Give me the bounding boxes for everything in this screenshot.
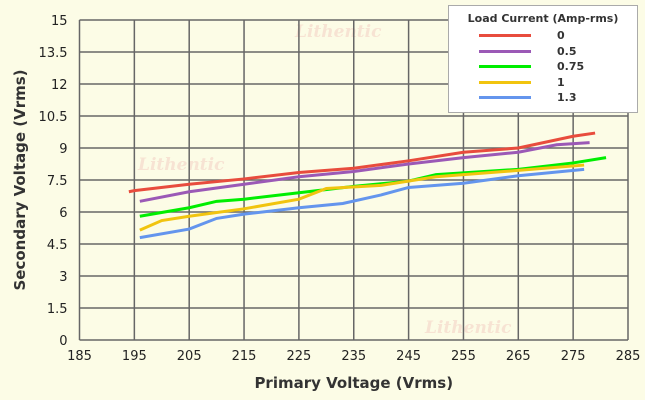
watermark: Lithentic <box>138 155 225 175</box>
legend-label: 1 <box>557 75 565 89</box>
x-tick-label: 255 <box>451 349 476 364</box>
x-tick-label: 265 <box>506 349 531 364</box>
legend-item: 0.5 <box>449 44 637 60</box>
legend-label: 1.3 <box>557 91 577 105</box>
y-tick-label: 4.5 <box>47 238 68 253</box>
legend-swatch <box>479 65 531 69</box>
x-axis-label: Primary Voltage (Vrms) <box>254 374 453 392</box>
y-tick-label: 9 <box>59 142 67 157</box>
x-tick-label: 205 <box>177 349 202 364</box>
series-line-1 <box>139 163 585 232</box>
series-line-0.5 <box>139 141 590 203</box>
legend-title: Load Current (Amp-rms) <box>467 12 619 25</box>
series-line-0 <box>128 131 596 194</box>
legend-swatch <box>479 34 531 38</box>
legend-label: 0 <box>557 29 565 43</box>
y-tick-label: 0 <box>59 334 67 349</box>
x-tick-label: 195 <box>122 349 147 364</box>
legend-swatch <box>479 80 531 84</box>
y-tick-label: 1.5 <box>47 302 68 317</box>
x-tick-label: 235 <box>341 349 366 364</box>
y-tick-label: 15 <box>51 14 68 29</box>
x-tick-label: 245 <box>396 349 421 364</box>
y-tick-label: 3 <box>59 270 67 285</box>
x-tick-label: 275 <box>561 349 586 364</box>
x-tick-label: 225 <box>286 349 311 364</box>
watermark: Lithentic <box>295 22 382 42</box>
y-tick-label: 13.5 <box>39 46 68 61</box>
legend-label: 0.75 <box>557 60 585 74</box>
y-tick-label: 12 <box>51 78 68 93</box>
watermark: Lithentic <box>425 318 512 338</box>
series-line-1.3 <box>139 167 585 240</box>
legend-swatch <box>479 96 531 100</box>
y-tick-label: 6 <box>59 206 67 221</box>
x-tick-label: 185 <box>67 349 92 364</box>
legend-swatch <box>479 49 531 53</box>
y-axis-label: Secondary Voltage (Vrms) <box>11 69 29 290</box>
legend-item: 0.75 <box>449 59 637 75</box>
x-tick-label: 215 <box>232 349 257 364</box>
legend-label: 0.5 <box>557 44 577 58</box>
legend-item: 1.3 <box>449 90 637 106</box>
legend-item: 1 <box>449 75 637 91</box>
x-tick-label: 285 <box>616 349 641 364</box>
y-tick-label: 10.5 <box>39 110 68 125</box>
legend-item: 0 <box>449 28 637 44</box>
legend: Load Current (Amp-rms) 0 0.5 0.75 1 1.3 <box>448 5 638 113</box>
y-tick-label: 7.5 <box>47 174 68 189</box>
